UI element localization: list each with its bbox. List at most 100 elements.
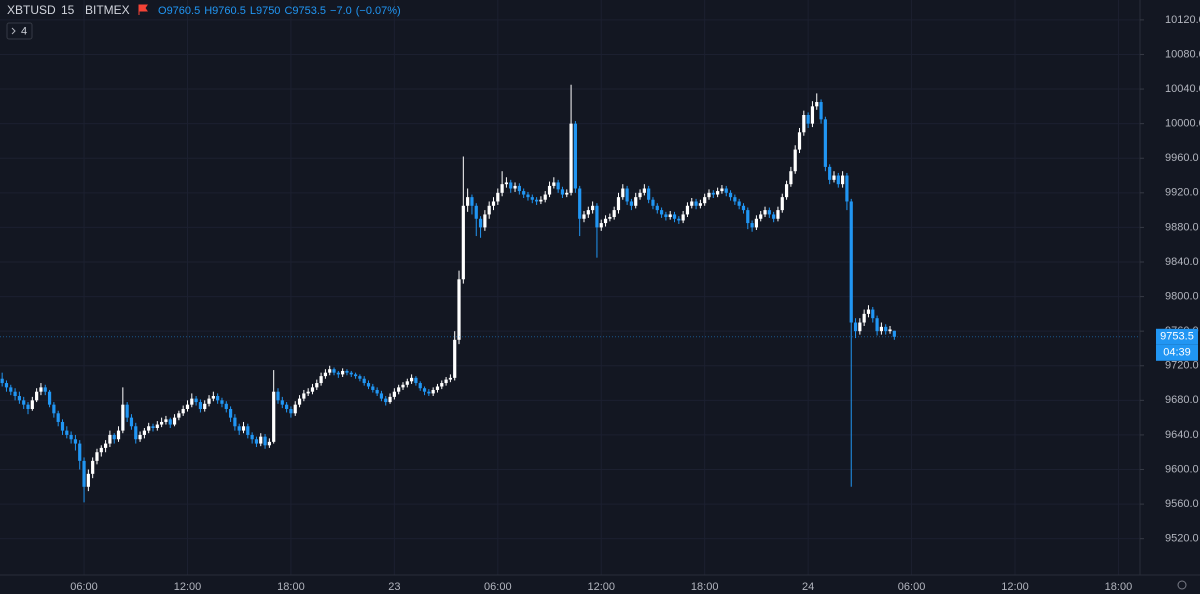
candle-body [591,205,595,211]
candle-body [315,383,319,388]
y-tick-label: 9680.0 [1165,394,1199,406]
candle-body [0,378,4,384]
candle-body [668,214,672,218]
candle-body [547,185,552,195]
candle-body [39,387,43,392]
candle-body [728,192,733,198]
candle-body [875,318,879,332]
candle-body [466,197,470,206]
candle-body [884,326,888,332]
candle-body [457,279,461,340]
candle-body [65,430,69,435]
candle-body [815,102,819,107]
candle-body [190,398,194,405]
candle-body [9,387,13,392]
candle-body [853,322,858,332]
candle-body [836,175,840,185]
candle-body [698,203,702,206]
candle-body [871,309,875,319]
candle-body [224,403,228,409]
candle-body [526,194,530,198]
candle-body [690,201,694,206]
candle-body [336,372,340,375]
candles [0,84,896,503]
candle-body [216,396,220,401]
candle-body [319,376,323,384]
candle-body [534,199,539,202]
x-tick-label: 12:00 [587,581,615,593]
candle-body [341,370,345,375]
exchange: BITMEX [85,3,130,17]
candle-body [841,175,845,185]
candle-body [634,197,638,206]
candle-body [789,171,793,185]
y-tick-label: 10000.0 [1165,118,1200,130]
y-tick-label: 9800.0 [1165,290,1199,302]
candle-body [819,102,823,120]
candle-body [586,210,590,215]
candle-body [185,404,190,409]
candle-body [405,381,409,385]
y-tick-label: 9920.0 [1165,187,1199,199]
candle-body [134,426,138,440]
candle-body [125,404,129,418]
candle-body [328,369,332,373]
candle-body [711,192,715,195]
candle-body [410,377,414,382]
candle-body [267,441,271,446]
candle-body [724,188,728,193]
x-tick-label: 06:00 [898,581,926,593]
candle-body [879,326,883,332]
x-tick-label: 06:00 [484,581,512,593]
settings-icon[interactable] [1177,580,1187,590]
candle-body [888,329,892,332]
candle-body [250,434,254,440]
candle-body [310,387,315,392]
ohlc-letter: L [250,5,256,17]
chevron-icon [11,27,16,35]
candle-body [371,386,375,390]
candle-body [866,309,871,314]
ohlc-value: 9750 [256,5,280,17]
candle-body [302,393,306,399]
indicators-toggle[interactable] [6,22,33,40]
candle-body [517,185,521,192]
candle-body [272,391,276,442]
candle-body [612,210,616,218]
candle-body [108,434,112,444]
candle-body [487,205,491,215]
candle-body [892,330,896,337]
candle-body [776,210,780,219]
candle-body [440,383,444,387]
candle-body [164,419,168,422]
flag-icon [138,4,148,15]
y-tick-label: 10120.0 [1165,14,1200,26]
candle-body [220,400,224,404]
y-tick-label: 9880.0 [1165,221,1199,233]
axes: 9520.09560.09600.09640.09680.09720.09760… [70,14,1200,593]
last-price-label: 9753.5 [1160,331,1194,343]
candle-body [793,149,797,172]
candle-body [444,379,448,384]
candle-body [681,214,685,221]
candle-body [582,214,586,219]
y-tick-label: 9520.0 [1165,533,1199,545]
candle-body [603,218,608,224]
candle-body [198,402,203,409]
candle-body [629,201,634,206]
candle-body [379,393,384,399]
candle-body [560,189,565,195]
candle-body [672,214,677,219]
candle-body [522,191,526,195]
candle-body [733,197,737,202]
candle-body [237,426,241,431]
candle-body [642,188,646,193]
y-tick-label: 9640.0 [1165,429,1199,441]
candle-body [741,205,746,211]
candle-body [478,218,483,228]
candle-body [608,217,612,219]
candle-body [160,421,164,425]
candle-body [86,473,90,487]
candle-body [638,192,642,198]
